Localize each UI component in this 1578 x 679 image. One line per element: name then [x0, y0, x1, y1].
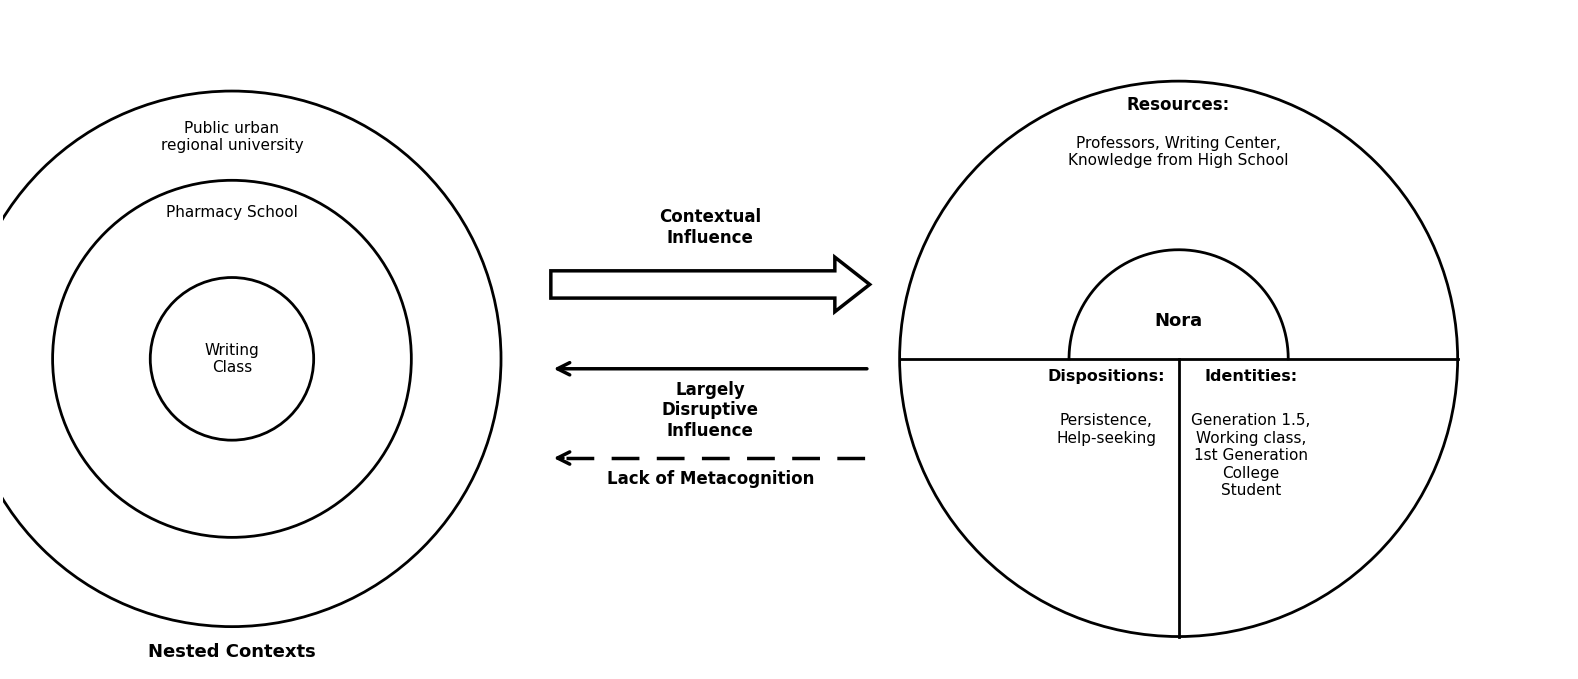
Text: Lack of Metacognition: Lack of Metacognition — [606, 470, 814, 488]
Text: Identities:: Identities: — [1204, 369, 1297, 384]
Text: Nora: Nora — [1155, 312, 1202, 330]
Text: Public urban
regional university: Public urban regional university — [161, 121, 303, 153]
Text: Dispositions:: Dispositions: — [1048, 369, 1165, 384]
Text: Resources:: Resources: — [1127, 96, 1231, 114]
Text: Professors, Writing Center,
Knowledge from High School: Professors, Writing Center, Knowledge fr… — [1068, 136, 1289, 168]
Text: Largely
Disruptive
Influence: Largely Disruptive Influence — [661, 381, 759, 440]
Text: Pharmacy School: Pharmacy School — [166, 205, 298, 220]
Text: Persistence,
Help-seeking: Persistence, Help-seeking — [1056, 414, 1157, 446]
Text: Contextual
Influence: Contextual Influence — [660, 208, 761, 247]
Text: Nested Contexts: Nested Contexts — [148, 643, 316, 661]
Text: Writing
Class: Writing Class — [205, 343, 259, 375]
Text: Generation 1.5,
Working class,
1st Generation
College
Student: Generation 1.5, Working class, 1st Gener… — [1191, 414, 1311, 498]
Polygon shape — [551, 257, 869, 312]
